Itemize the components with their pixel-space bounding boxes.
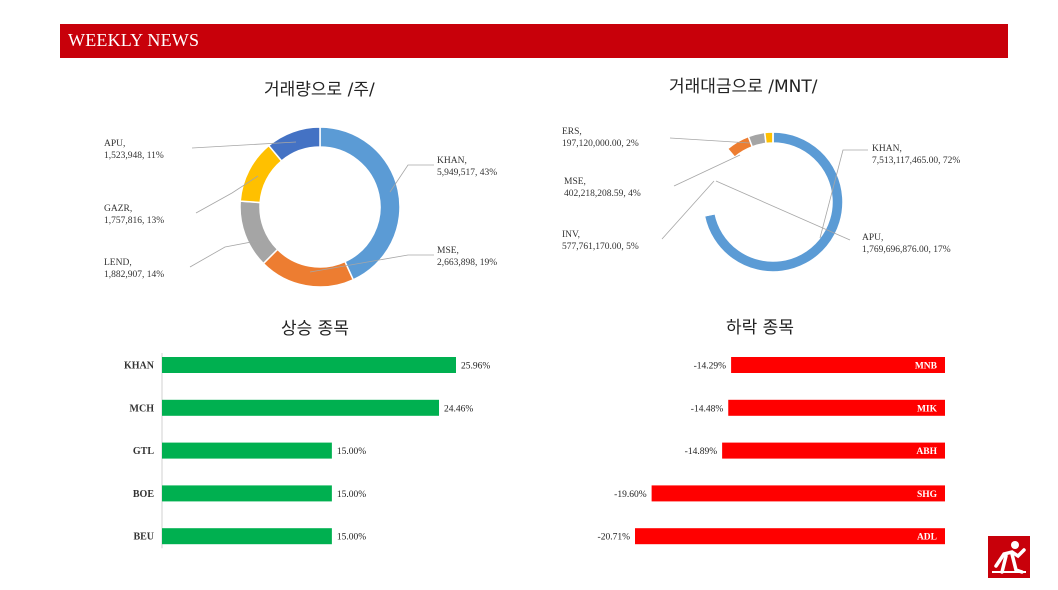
category-label: ABH xyxy=(916,447,937,457)
leader-line xyxy=(819,149,868,239)
leader-line xyxy=(673,154,741,187)
logo-icon xyxy=(988,536,1030,578)
value-label: 24.46% xyxy=(444,404,473,414)
slice-label-khan: KHAN, 5,949,517, 43% xyxy=(437,156,497,178)
leader-line xyxy=(389,164,434,193)
value-label: -14.29% xyxy=(694,362,727,372)
bar-abh xyxy=(722,442,945,459)
slice-label-mse: MSE, 402,218,208.59, 4% xyxy=(564,177,641,199)
bar-mnb xyxy=(731,357,945,373)
losers-chart-title: 하락 종목 xyxy=(726,318,794,338)
bar-shg xyxy=(651,485,945,502)
category-label: BEU xyxy=(133,532,154,543)
value-label: -19.60% xyxy=(614,490,647,500)
category-label: MCH xyxy=(130,403,155,414)
leader-line xyxy=(669,137,751,144)
header-title: WEEKLY NEWS xyxy=(68,30,200,50)
bar-boe xyxy=(162,485,332,502)
header-banner: WEEKLY NEWS xyxy=(60,24,1008,58)
slice-label-ers: ERS, 197,120,000.00, 2% xyxy=(562,127,639,149)
slice-apu xyxy=(267,126,321,162)
leader-line xyxy=(309,254,434,273)
bar-mch xyxy=(162,399,440,416)
category-label: KHAN xyxy=(124,361,155,372)
leader-line xyxy=(715,180,851,241)
bar-gtl xyxy=(162,442,332,459)
value-label: 15.00% xyxy=(337,533,366,543)
value-label: 15.00% xyxy=(337,447,366,457)
value-chart-title: 거래대금으로 /MNT/ xyxy=(669,77,818,97)
slice-label-lend: LEND, 1,882,907, 14% xyxy=(104,258,164,280)
value-label: 25.96% xyxy=(461,362,490,372)
volume-chart-title: 거래량으로 /주/ xyxy=(264,80,375,100)
value-label: -14.48% xyxy=(691,404,724,414)
slice-label-gazr: GAZR, 1,757,816, 13% xyxy=(104,204,164,226)
slice-label-inv: INV, 577,761,170.00, 5% xyxy=(562,230,639,252)
bar-beu xyxy=(162,528,332,545)
slice-label-apu: APU, 1,523,948, 11% xyxy=(104,139,164,161)
category-label: MNB xyxy=(915,362,938,372)
bar-khan xyxy=(162,357,456,373)
value-label: 15.00% xyxy=(337,490,366,500)
category-label: BOE xyxy=(133,489,154,500)
bar-adl xyxy=(635,528,945,545)
slice-label-mse: MSE, 2,663,898, 19% xyxy=(437,246,497,268)
slice-label-apu: APU, 1,769,696,876.00, 17% xyxy=(862,233,951,255)
leader-line xyxy=(661,180,715,240)
gainers-chart-title: 상승 종목 xyxy=(281,319,349,339)
category-label: ADL xyxy=(917,533,937,543)
value-label: -14.89% xyxy=(685,447,718,457)
value-label: -20.71% xyxy=(598,533,631,543)
category-label: SHG xyxy=(917,490,938,500)
leader-line xyxy=(191,141,297,149)
category-label: GTL xyxy=(133,446,154,457)
leader-line xyxy=(189,239,263,268)
leader-line xyxy=(195,175,259,214)
slice-label-khan: KHAN, 7,513,117,465.00, 72% xyxy=(872,144,960,166)
category-label: MIK xyxy=(917,404,938,414)
bar-mik xyxy=(728,399,945,416)
